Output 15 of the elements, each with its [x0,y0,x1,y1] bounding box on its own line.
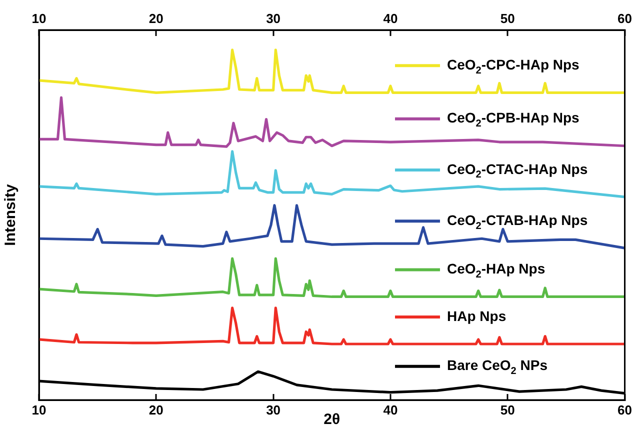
x-tick-label: 40 [383,402,398,418]
x-tick-label: 10 [32,402,46,418]
x2-tick-label: 10 [32,10,46,26]
x2-tick-label: 20 [148,10,164,26]
x2-tick-label: 40 [383,10,398,26]
x2-tick-label: 60 [618,10,632,26]
x-axis-title: 2θ [324,411,340,428]
legend-label: HAp Nps [447,308,506,324]
x2-tick-label: 50 [500,10,515,26]
x-tick-label: 20 [148,402,164,418]
x-tick-label: 60 [618,402,632,418]
x2-tick-label: 30 [266,10,281,26]
x-tick-label: 30 [266,402,281,418]
y-axis-title: Intensity [2,184,20,246]
x-tick-label: 50 [500,402,515,418]
